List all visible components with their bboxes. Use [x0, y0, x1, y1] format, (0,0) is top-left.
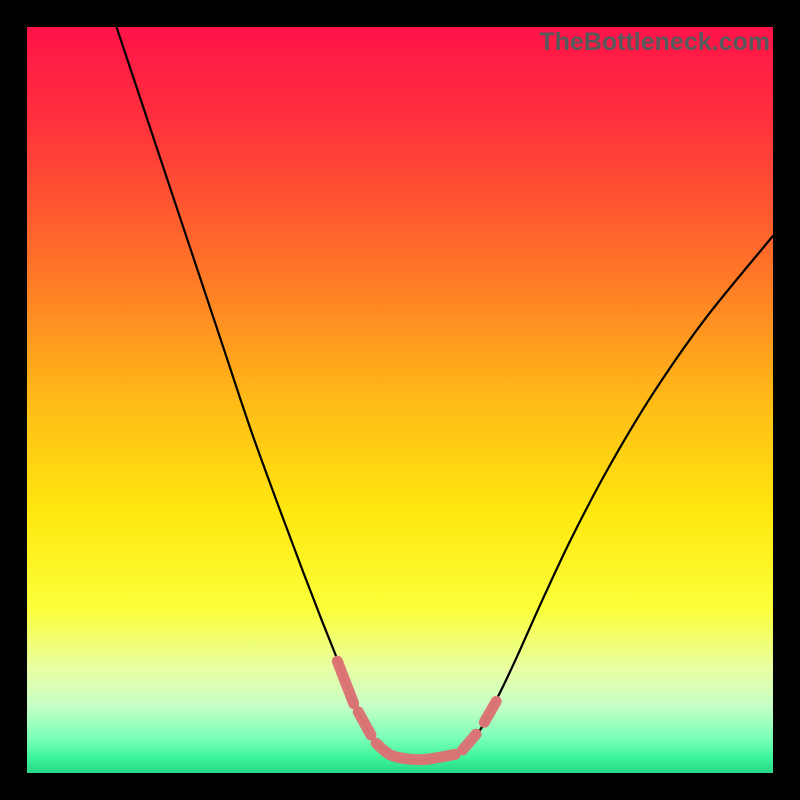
chart-svg	[27, 27, 773, 773]
watermark-label: TheBottleneck.com	[539, 28, 770, 57]
gradient-background	[27, 27, 773, 773]
plot-area	[27, 27, 773, 773]
